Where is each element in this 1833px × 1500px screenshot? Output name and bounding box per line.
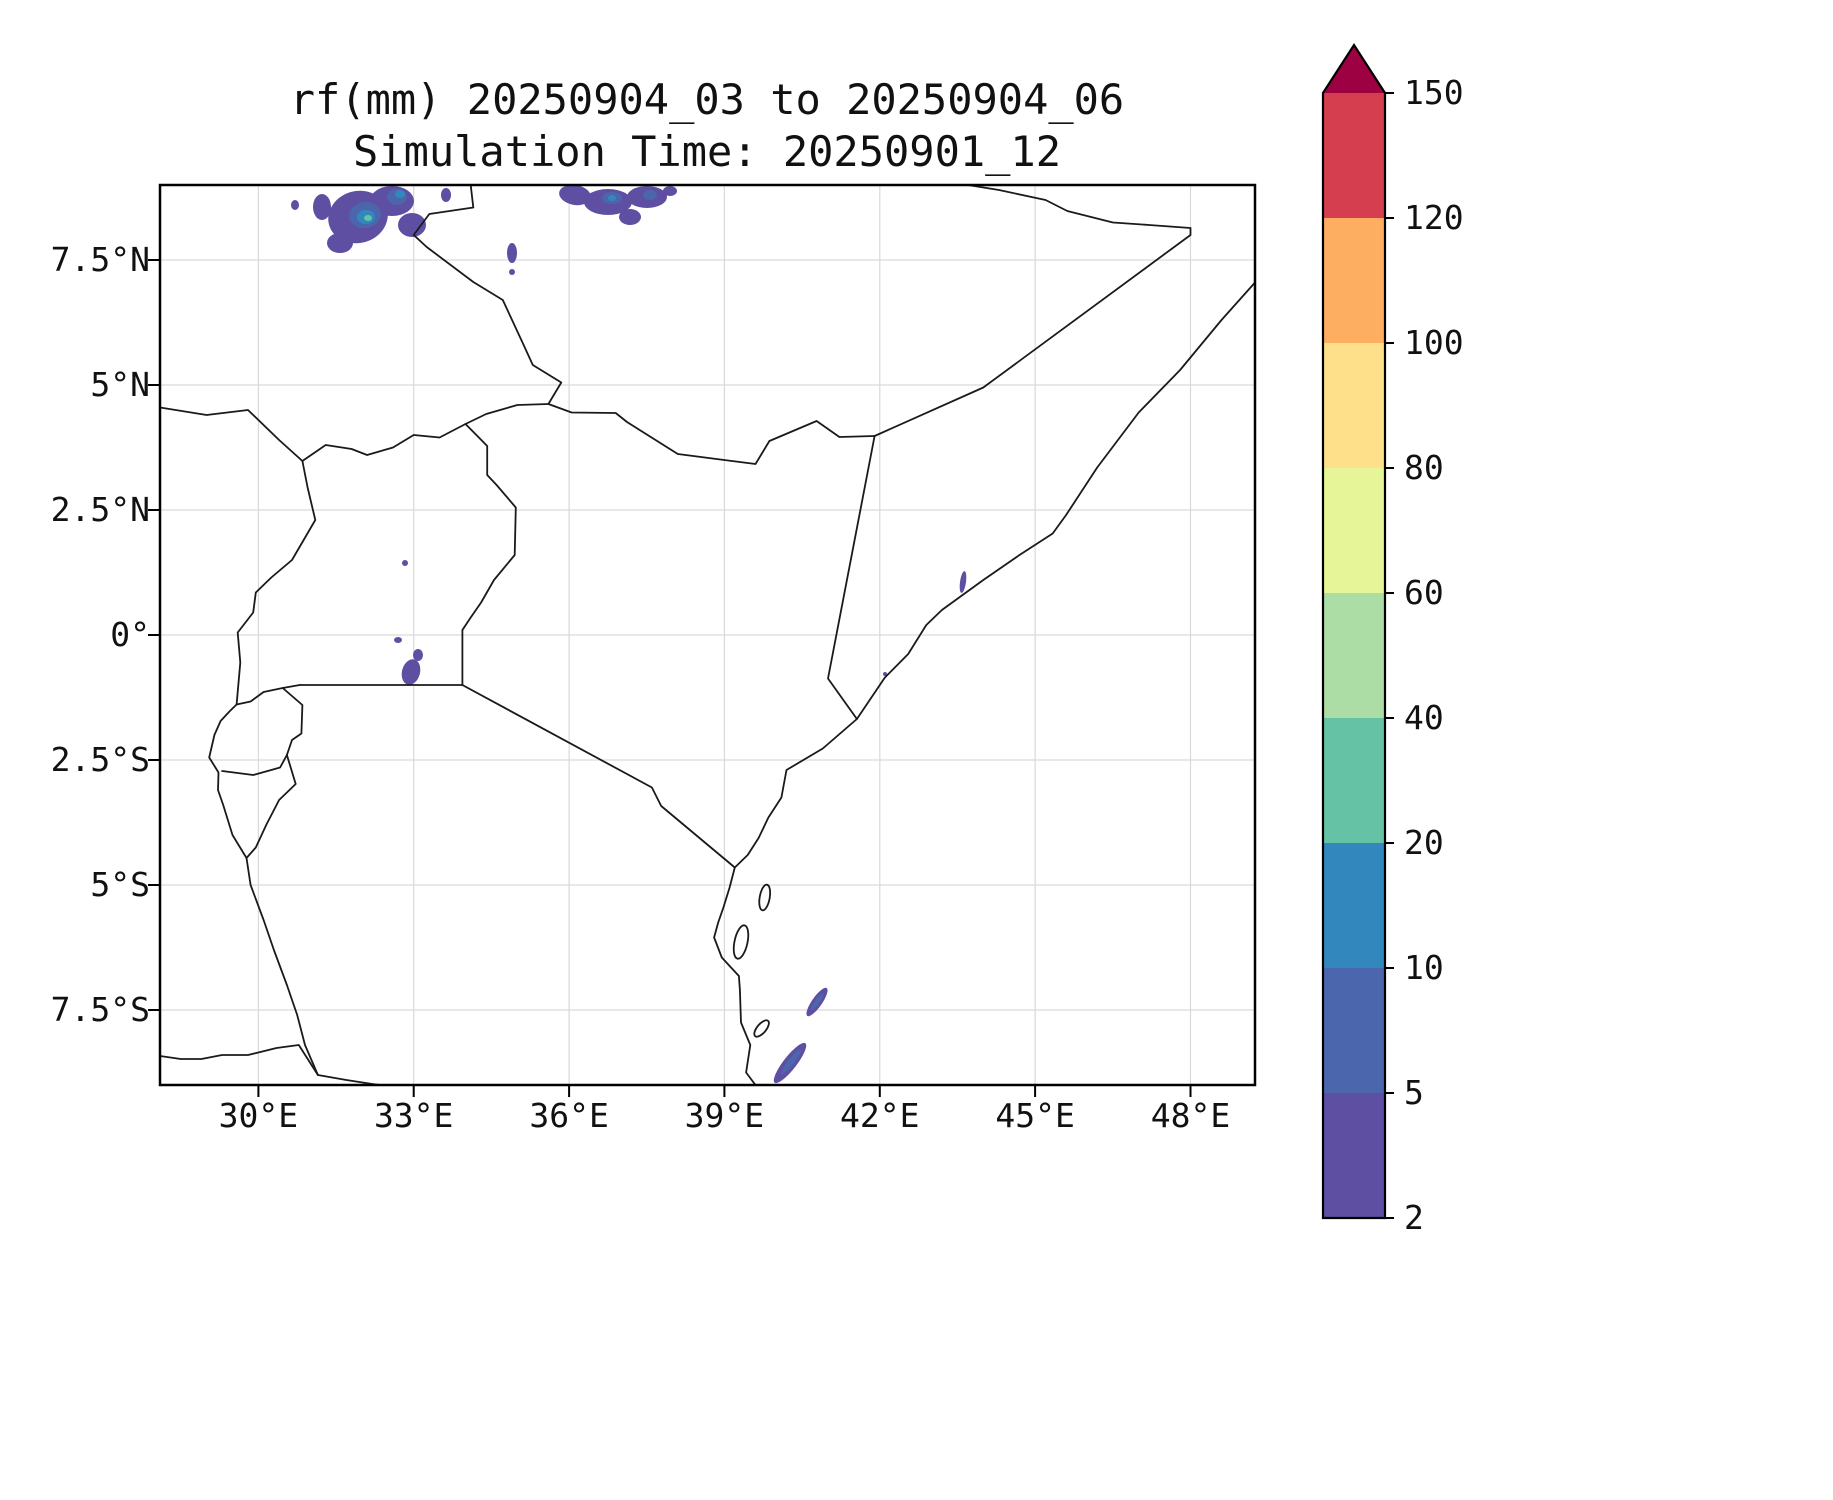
rain-cell [398,213,426,237]
y-tick-label: 5°N [90,365,150,404]
border-rwanda-uganda [235,684,301,706]
border-burundi-tanzania [245,754,297,859]
rain-cell [413,649,423,661]
colorbar-segment [1323,968,1385,1093]
border-uganda-southsudan [301,423,467,462]
y-tick-label: 5°S [90,865,150,904]
rain-cell [291,200,299,210]
colorbar-segment [1323,93,1385,218]
rain-cell [883,672,887,676]
rain-cell [394,637,402,643]
x-tick-label: 30°E [218,1096,299,1135]
x-tick-label: 48°E [1150,1096,1231,1135]
rain-cell [780,1049,802,1075]
border-kenya-tanzania [461,684,736,869]
chart-title: rf(mm) 20250904_03 to 20250904_06 [289,75,1125,124]
y-tick-label: 7.5°S [50,990,150,1029]
x-tick-label: 42°E [840,1096,920,1135]
y-tick-label: 2.5°N [50,490,150,529]
border-drc-zambia [160,1044,319,1076]
rain-cell [401,659,421,685]
rain-cell [402,560,408,566]
colorbar-tick-label: 20 [1404,823,1444,862]
chart-subtitle: Simulation Time: 20250901_12 [352,127,1062,176]
colorbar-tick-label: 60 [1404,573,1444,612]
colorbar-segment [1323,718,1385,843]
x-tick-label: 33°E [373,1096,454,1135]
rain-cell [395,190,405,198]
border-southsudan-drc [160,406,304,462]
colorbar-segments [1323,93,1385,1218]
border-drc-tanzania-lake-tanganyika [245,857,319,1076]
colorbar [1321,42,1394,1220]
border-rwanda-burundi [221,754,288,776]
colorbar-segment [1323,843,1385,968]
rain-cell [559,185,591,206]
rain-cell [441,188,451,202]
colorbar-tick-label: 10 [1404,948,1444,987]
colorbar-segment [1323,343,1385,468]
map-gridlines [160,185,1255,1085]
rain-cell [608,195,616,201]
axis-ticks [148,259,1192,1097]
colorbar-outline [1321,42,1387,1220]
border-ethiopia-southsudan-kenya [412,185,876,465]
border-ilemi [464,403,550,425]
y-tick-label: 0° [110,615,150,654]
colorbar-tick-label: 100 [1404,323,1464,362]
border-rwanda-tanzania [281,687,304,756]
rainfall-shapes [291,185,967,1084]
colorbar-tick-label: 150 [1404,73,1464,112]
colorbar-segment [1323,468,1385,593]
x-tick-label: 45°E [995,1096,1075,1135]
map-panel [148,183,1257,1097]
island-pemba [758,883,772,912]
rain-cell [810,993,824,1011]
rain-cell [509,269,515,275]
y-tick-label: 7.5°N [50,240,150,279]
country-borders [160,185,1255,1085]
island-zanzibar [732,924,750,960]
rain-cell [643,190,657,200]
island-mafia [753,1019,770,1038]
rain-cell [663,186,677,196]
border-tanzania-zambia [317,1074,381,1085]
colorbar-tick-label: 40 [1404,698,1444,737]
colorbar-segment [1323,593,1385,718]
border-uganda-kenya [461,423,517,686]
x-tick-label: 36°E [529,1096,609,1135]
x-tick-label: 39°E [684,1096,765,1135]
coastline-indian-ocean [713,281,1255,1085]
colorbar-tick-label: 120 [1404,198,1464,237]
colorbar-over-arrow [1323,45,1385,93]
colorbar-tick-label: 80 [1404,448,1444,487]
colorbar-segment [1323,218,1385,343]
y-tick-label: 2.5°S [50,740,150,779]
rain-cell [959,571,967,593]
rain-cell [619,209,641,225]
rain-cell [507,243,517,263]
colorbar-tick-label: 2 [1404,1198,1424,1237]
colorbar-segment [1323,1093,1385,1218]
border-ethiopia-somalia [873,185,1192,437]
border-kenya-somalia [827,435,876,720]
rain-cell [364,215,372,221]
rain-cell [327,233,353,253]
colorbar-ticks [1385,92,1394,1219]
colorbar-tick-label: 5 [1404,1073,1424,1112]
border-rwanda-burundi-drc [208,703,248,859]
border-drc-uganda [235,460,317,706]
rain-cell [313,194,331,220]
